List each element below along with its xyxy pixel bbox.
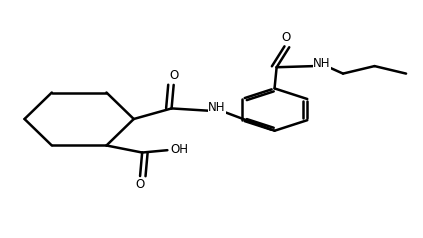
Text: OH: OH [170, 143, 188, 155]
Text: O: O [281, 31, 291, 44]
Text: NH: NH [313, 57, 331, 70]
Text: O: O [135, 178, 145, 192]
Text: NH: NH [208, 101, 226, 114]
Text: O: O [169, 69, 179, 82]
